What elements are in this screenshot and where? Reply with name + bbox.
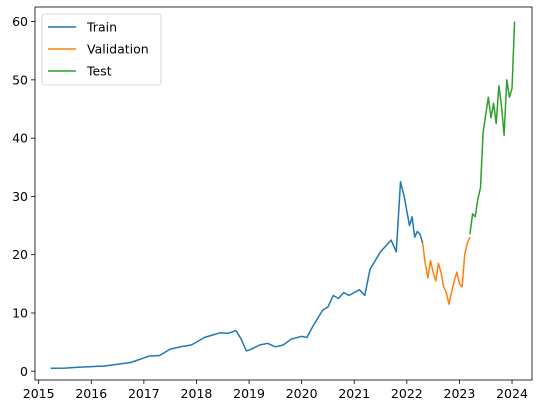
x-tick-label: 2018 (181, 386, 213, 401)
legend-label-train: Train (86, 20, 117, 35)
y-tick-label: 50 (12, 72, 28, 87)
x-tick-label: 2019 (233, 386, 265, 401)
series-line-test (469, 21, 516, 235)
x-axis: 2015 2016 2017 2018 2019 2020 2021 2022 2023 2024 (23, 380, 528, 401)
x-tick-label: 2024 (496, 386, 528, 401)
y-tick-label: 20 (12, 247, 28, 262)
legend-frame (41, 13, 162, 86)
x-tick-label: 2015 (23, 386, 55, 401)
y-tick-label: 60 (12, 14, 28, 29)
y-tick-label: 0 (20, 364, 28, 379)
series-layer (50, 21, 516, 370)
series-line-train (50, 181, 424, 370)
legend-label-validation: Validation (87, 42, 149, 57)
x-tick-label: 2017 (128, 386, 160, 401)
x-tick-label: 2021 (338, 386, 370, 401)
legend-label-test: Test (86, 64, 112, 79)
legend: Train Validation Test (41, 13, 162, 86)
plot-frame (34, 6, 533, 381)
y-tick-label: 10 (12, 305, 28, 320)
y-tick-label: 30 (12, 189, 28, 204)
x-tick-label: 2022 (391, 386, 423, 401)
y-axis: 0 10 20 30 40 50 60 (12, 14, 35, 379)
x-tick-label: 2016 (75, 386, 107, 401)
series-line-validation (421, 236, 471, 305)
x-tick-label: 2023 (444, 386, 476, 401)
x-tick-label: 2020 (286, 386, 318, 401)
y-tick-label: 40 (12, 131, 28, 146)
